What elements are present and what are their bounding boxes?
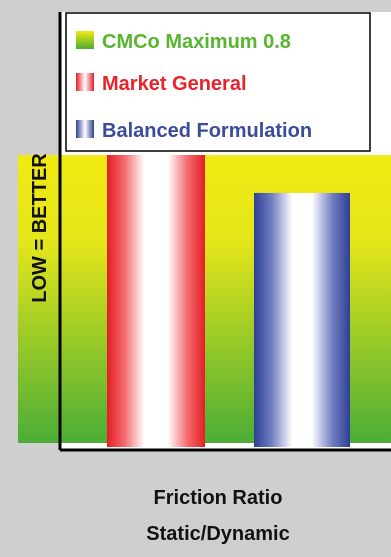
- x-axis-label-line-1: Friction Ratio: [154, 487, 283, 509]
- legend-label-market-general: Market General: [102, 73, 247, 95]
- legend-swatch-balanced-formulation: [76, 120, 94, 138]
- legend-label-balanced-formulation: Balanced Formulation: [102, 120, 312, 142]
- legend-swatch-cmco: [76, 31, 94, 49]
- y-axis-label: LOW = BETTER: [29, 153, 51, 303]
- x-axis-label-line-2: Static/Dynamic: [146, 523, 289, 545]
- bar-balanced-formulation: [254, 192, 350, 447]
- legend: CMCo Maximum 0.8 Market General Balanced…: [65, 12, 371, 152]
- legend-box: [65, 12, 371, 152]
- legend-swatch-market-general: [76, 73, 94, 91]
- legend-label-cmco: CMCo Maximum 0.8: [102, 31, 291, 53]
- reference-band-left: [18, 155, 60, 443]
- bar-market-general: [107, 155, 205, 447]
